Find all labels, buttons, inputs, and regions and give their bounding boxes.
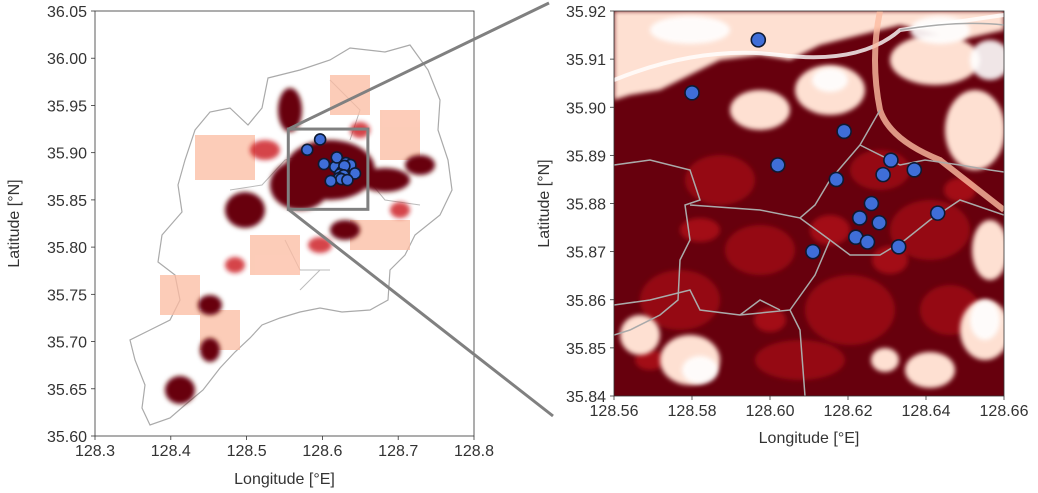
- observation-point: [883, 152, 899, 168]
- zoom-x-tick-label: 128.62: [824, 403, 873, 420]
- observation-point: [875, 166, 891, 183]
- observation-point: [324, 174, 338, 188]
- overview-x-tick-label: 128.3: [75, 443, 115, 460]
- zoom-y-tick-label: 35.84: [566, 389, 606, 406]
- observation-point: [313, 133, 327, 146]
- zoom-y-tick-label: 35.85: [566, 341, 606, 358]
- zoom-y-tick-label: 35.88: [566, 197, 606, 214]
- zoom-x-label: Longitude [°E]: [759, 430, 860, 447]
- observation-point: [863, 195, 880, 212]
- overview-x-tick-label: 128.5: [227, 443, 267, 460]
- zoom-ticks: 128.56 128.58 128.60 128.62 128.64 128.66 35.8…: [566, 4, 1029, 420]
- observation-point: [750, 32, 767, 48]
- overview-y-tick-label: 35.75: [47, 287, 87, 304]
- zoom-x-tick-label: 128.64: [902, 403, 951, 420]
- zoom-map: 128.56 128.58 128.60 128.62 128.64 128.66 35.8…: [536, 4, 1029, 447]
- overview-y-tick-label: 35.85: [47, 193, 87, 210]
- overview-x-label: Longitude [°E]: [234, 471, 335, 488]
- observation-point: [341, 173, 354, 187]
- zoom-y-tick-label: 35.90: [566, 100, 606, 117]
- overview-x-tick-label: 128.6: [302, 443, 342, 460]
- overview-plot-area: [95, 11, 474, 436]
- zoom-y-tick-label: 35.86: [566, 293, 606, 310]
- overview-y-tick-label: 35.70: [47, 335, 87, 352]
- zoom-x-tick-label: 128.60: [746, 403, 795, 420]
- observation-point: [769, 157, 786, 173]
- zoom-extent-box: [286, 127, 370, 211]
- overview-map: 128.3 128.4 128.5 128.6 128.7 128.8 35.60 35.65…: [6, 4, 494, 488]
- zoom-y-tick-label: 35.91: [566, 52, 606, 69]
- zoom-x-tick-label: 128.58: [668, 403, 717, 420]
- observation-point: [890, 239, 907, 255]
- overview-y-tick-label: 36.00: [47, 51, 87, 68]
- overview-y-tick-label: 35.65: [47, 382, 87, 399]
- overview-y-tick-label: 35.60: [47, 429, 87, 446]
- zoom-y-label: Latitude [°N]: [536, 159, 553, 247]
- observation-point: [317, 157, 331, 171]
- observation-point: [330, 151, 344, 164]
- observation-point: [906, 162, 923, 178]
- zoom-x-tick-label: 128.66: [980, 403, 1029, 420]
- overview-x-tick-label: 128.4: [151, 443, 191, 460]
- zoom-connector-bottom: [287, 208, 554, 418]
- overview-y-tick-label: 35.90: [47, 146, 87, 163]
- overview-points: [300, 133, 362, 188]
- observation-point: [684, 85, 700, 101]
- region-boundary: [129, 44, 453, 426]
- overview-x-tick-label: 128.8: [454, 443, 494, 460]
- overview-heat-layer: [129, 44, 453, 426]
- overview-frame: [94, 10, 475, 437]
- zoom-heat-layer: [614, 11, 1004, 396]
- zoom-y-tick-label: 35.92: [566, 4, 606, 21]
- zoom-y-tick-label: 35.89: [566, 148, 606, 165]
- observation-point: [859, 234, 876, 250]
- zoom-y-tick-label: 35.87: [566, 245, 606, 262]
- zoom-x-tick-label: 128.56: [590, 403, 639, 420]
- overview-x-tick-label: 128.7: [378, 443, 418, 460]
- overview-ticks: 128.3 128.4 128.5 128.6 128.7 128.8 35.60 35.65…: [47, 4, 494, 460]
- observation-point: [929, 205, 946, 221]
- overview-y-label: Latitude [°N]: [6, 179, 23, 267]
- zoom-points: [684, 32, 946, 260]
- observation-point: [300, 143, 314, 157]
- observation-point: [805, 243, 821, 260]
- zoom-connector-top: [287, 1, 550, 131]
- observation-point: [836, 123, 852, 140]
- overview-y-tick-label: 35.95: [47, 98, 87, 115]
- observation-point: [828, 171, 845, 188]
- observation-point: [871, 214, 888, 231]
- observation-point: [851, 210, 868, 226]
- overview-y-tick-label: 36.05: [47, 4, 87, 21]
- overview-y-tick-label: 35.80: [47, 240, 87, 257]
